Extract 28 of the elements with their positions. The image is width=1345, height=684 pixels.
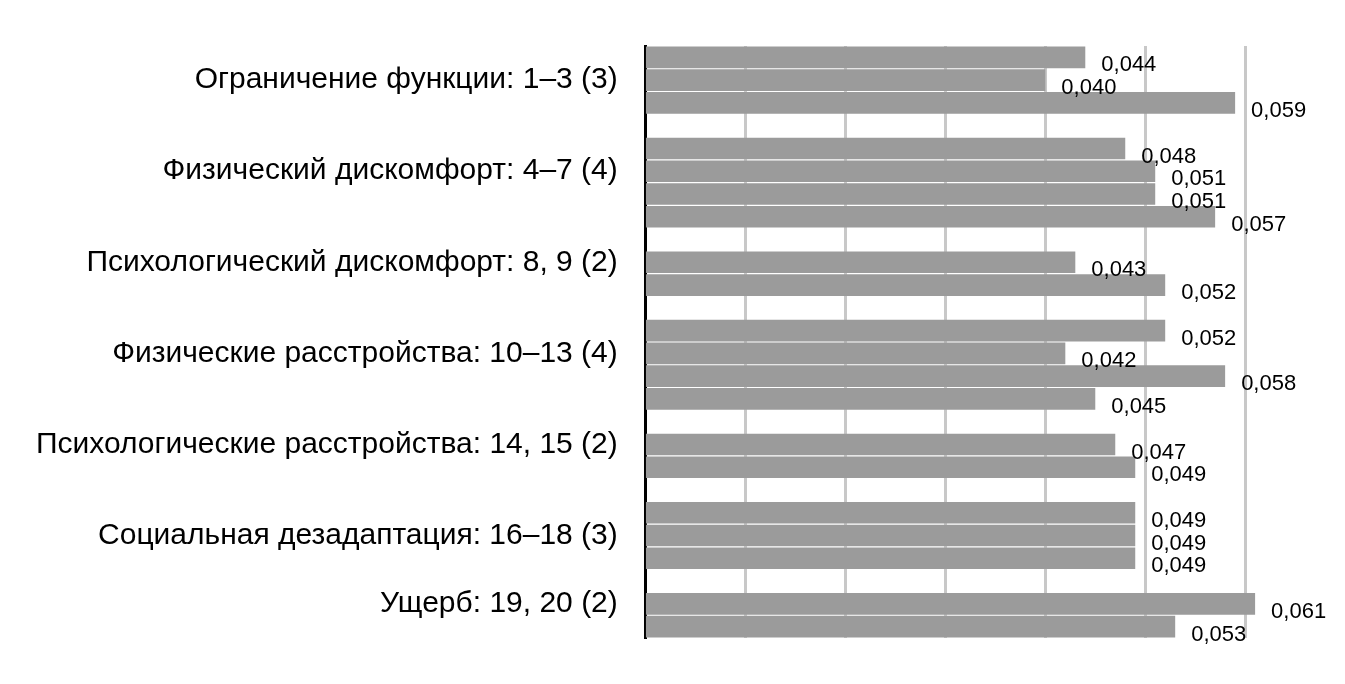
y-tick-label: Психологический дискомфорт: 8, 9 (2) (86, 243, 618, 277)
data-label: 0,043 (1091, 256, 1147, 282)
data-label: 0,061 (1271, 597, 1327, 623)
data-label: 0,052 (1181, 279, 1237, 305)
y-tick-label: Ущерб: 19, 20 (2) (380, 585, 618, 619)
data-label: 0,048 (1141, 142, 1197, 168)
data-label: 0,052 (1181, 324, 1237, 350)
data-label: 0,049 (1151, 506, 1207, 532)
data-label: 0,049 (1151, 529, 1207, 555)
y-tick-label: Физический дискомфорт: 4–7 (4) (162, 152, 618, 186)
data-label: 0,040 (1061, 74, 1117, 100)
y-tick-label: Психологические расстройства: 14, 15 (2) (36, 425, 618, 459)
y-tick-label: Социальная дезадаптация: 16–18 (3) (98, 516, 618, 550)
data-label: 0,057 (1231, 210, 1287, 236)
data-label: 0,051 (1171, 165, 1227, 191)
bar (645, 319, 1166, 342)
data-label: 0,058 (1241, 370, 1297, 396)
data-label: 0,047 (1131, 438, 1187, 464)
data-label: 0,059 (1251, 96, 1307, 122)
data-label: 0,045 (1111, 392, 1167, 418)
data-label: 0,042 (1081, 347, 1137, 373)
data-label: 0,051 (1171, 188, 1227, 214)
data-label: 0,049 (1151, 461, 1207, 487)
y-tick-label: Ограничение функции: 1–3 (3) (194, 61, 618, 95)
y-tick-label: Физические расстройства: 10–13 (4) (112, 334, 618, 368)
data-label: 0,049 (1151, 552, 1207, 578)
data-label: 0,053 (1191, 620, 1247, 646)
data-label: 0,044 (1101, 51, 1157, 77)
